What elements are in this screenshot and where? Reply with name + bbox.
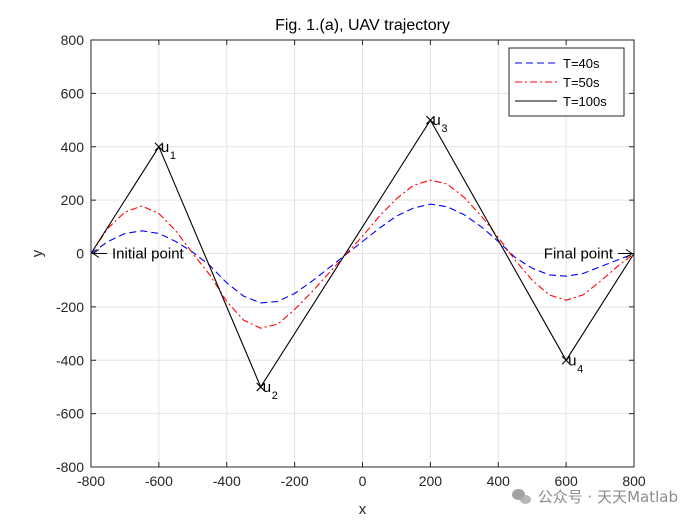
waypoint-marker bbox=[561, 355, 571, 365]
x-axis-label: x bbox=[359, 501, 367, 518]
waypoint-label-sub: 2 bbox=[272, 390, 278, 402]
y-tick-label: -200 bbox=[56, 299, 84, 315]
y-axis-label: y bbox=[29, 249, 46, 257]
axis-ticks: -800 -600 -400 -200 0 200 400 600 800 -800 -600 -40… bbox=[56, 32, 646, 489]
waypoint-marker bbox=[425, 115, 435, 125]
x-tick-label: 0 bbox=[359, 473, 367, 489]
x-tick-label: -400 bbox=[213, 473, 241, 489]
waypoint-markers: u 1u 2u 3u 4 bbox=[154, 112, 583, 402]
x-tick-label: -800 bbox=[77, 473, 105, 489]
final-point-label: Final point bbox=[544, 246, 614, 263]
x-tick-label: -600 bbox=[145, 473, 173, 489]
y-tick-label: 800 bbox=[61, 32, 85, 48]
watermark-text: 公众号 · 天天Matlab bbox=[537, 488, 678, 506]
y-tick-label: 200 bbox=[61, 192, 85, 208]
annotations: Initial point Final point bbox=[92, 246, 633, 263]
legend-label-3: T=100s bbox=[563, 94, 607, 109]
series-line-2 bbox=[90, 179, 635, 329]
chart-title: Fig. 1.(a), UAV trajectory bbox=[275, 17, 450, 34]
waypoint-label: u bbox=[568, 352, 576, 369]
legend-label-2: T=50s bbox=[563, 75, 600, 90]
x-tick-label: 800 bbox=[622, 473, 646, 489]
x-tick-label: 200 bbox=[419, 473, 443, 489]
y-tick-label: -600 bbox=[56, 406, 84, 422]
x-tick-label: 400 bbox=[487, 473, 511, 489]
waypoint-label: u bbox=[432, 112, 440, 129]
waypoint-marker bbox=[154, 142, 164, 152]
waypoint-label-sub: 4 bbox=[577, 363, 583, 375]
y-tick-label: -800 bbox=[56, 459, 84, 475]
waypoint-label: u bbox=[161, 139, 169, 156]
initial-point-arrowhead bbox=[92, 249, 100, 258]
y-tick-label: 400 bbox=[61, 139, 85, 155]
x-tick-label: 600 bbox=[554, 473, 578, 489]
legend: T=40s T=50s T=100s bbox=[508, 47, 625, 117]
series-line-3 bbox=[90, 119, 635, 388]
initial-point-label: Initial point bbox=[112, 246, 185, 263]
waypoint-label: u bbox=[263, 379, 271, 396]
legend-box bbox=[508, 47, 625, 117]
waypoint-label-sub: 1 bbox=[170, 150, 176, 162]
final-point-arrowhead bbox=[625, 249, 633, 258]
y-tick-label: 0 bbox=[76, 246, 84, 262]
y-tick-label: -400 bbox=[56, 352, 84, 368]
waypoint-label-sub: 3 bbox=[441, 123, 447, 135]
series-group bbox=[90, 119, 635, 388]
watermark: 公众号 · 天天Matlab bbox=[511, 486, 678, 507]
waypoint-marker bbox=[256, 382, 266, 392]
series-line-1 bbox=[90, 203, 635, 304]
legend-label-1: T=40s bbox=[563, 56, 600, 71]
x-tick-label: -200 bbox=[281, 473, 309, 489]
y-tick-label: 600 bbox=[61, 85, 85, 101]
wechat-icon bbox=[511, 488, 532, 505]
